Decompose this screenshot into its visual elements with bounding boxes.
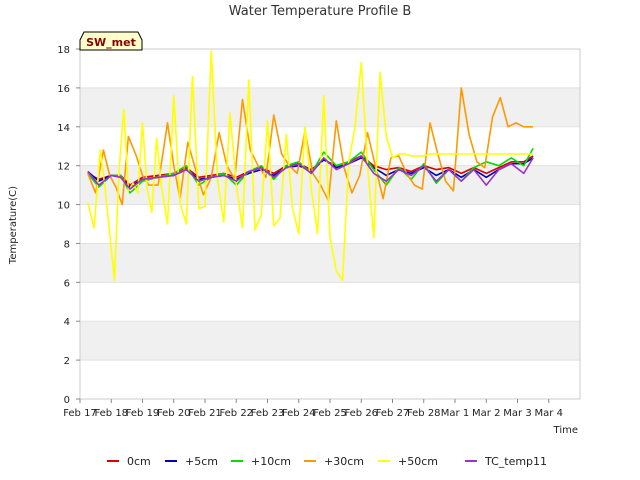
series-line-tc-temp11	[87, 155, 534, 190]
legend-item: TC_temp11	[465, 455, 547, 468]
plot-band	[80, 243, 580, 283]
y-tick-label: 14	[57, 123, 70, 134]
plot-band	[80, 282, 580, 322]
legend-item: +30cm	[304, 455, 364, 468]
y-tick-label: 12	[57, 162, 70, 173]
x-tick-label: Mar 3	[503, 408, 531, 419]
legend-item: +10cm	[231, 455, 291, 468]
y-axis-ticks: 0 2 4 6 8 10 12 14 16 18	[57, 45, 80, 406]
y-tick-label: 4	[64, 317, 70, 328]
x-tick-label: Feb 21	[188, 408, 222, 419]
x-tick-label: Feb 19	[126, 408, 160, 419]
legend-item: 0cm	[107, 455, 151, 468]
y-tick-label: 10	[57, 201, 70, 212]
legend-item: +5cm	[165, 455, 218, 468]
series-layer	[87, 50, 534, 282]
x-tick-label: Feb 26	[344, 408, 378, 419]
y-tick-label: 2	[64, 356, 70, 367]
plot-band	[80, 49, 580, 88]
legend: 0cm +5cm +10cm +30cm +50cm TC_temp11	[107, 455, 547, 468]
x-tick-label: Feb 22	[219, 408, 253, 419]
x-tick-label: Feb 25	[313, 408, 347, 419]
x-tick-label: Mar 2	[472, 408, 500, 419]
x-tick-label: Feb 23	[251, 408, 285, 419]
legend-label: +5cm	[185, 455, 218, 468]
y-tick-label: 18	[57, 45, 70, 56]
x-tick-label: Feb 17	[63, 408, 97, 419]
plot-band	[80, 360, 580, 399]
x-tick-label: Feb 27	[376, 408, 410, 419]
plot-band	[80, 321, 580, 361]
x-tick-label: Feb 28	[407, 408, 441, 419]
x-tick-label: Mar 4	[535, 408, 563, 419]
x-tick-label: Mar 1	[441, 408, 469, 419]
x-tick-label: Feb 24	[282, 408, 316, 419]
y-axis-title: Temperature(C)	[8, 186, 19, 265]
x-axis-title: Time	[553, 425, 578, 436]
site-label-text: SW_met	[86, 36, 136, 49]
x-tick-label: Feb 18	[94, 408, 128, 419]
series-line--30cm	[87, 87, 534, 206]
site-label-badge: SW_met	[79, 31, 143, 51]
y-tick-label: 16	[57, 84, 70, 95]
plot-band	[80, 87, 580, 127]
legend-label: +10cm	[251, 455, 291, 468]
x-tick-label: Feb 20	[157, 408, 191, 419]
chart-title: Water Temperature Profile B	[229, 4, 412, 19]
y-tick-label: 8	[64, 239, 70, 250]
y-tick-label: 6	[64, 278, 70, 289]
legend-label: +30cm	[324, 455, 364, 468]
legend-label: TC_temp11	[484, 455, 547, 468]
y-tick-label: 0	[64, 395, 70, 406]
legend-item: +50cm	[378, 455, 438, 468]
legend-label: +50cm	[398, 455, 438, 468]
legend-label: 0cm	[127, 455, 151, 468]
series-line--50cm	[87, 50, 534, 282]
